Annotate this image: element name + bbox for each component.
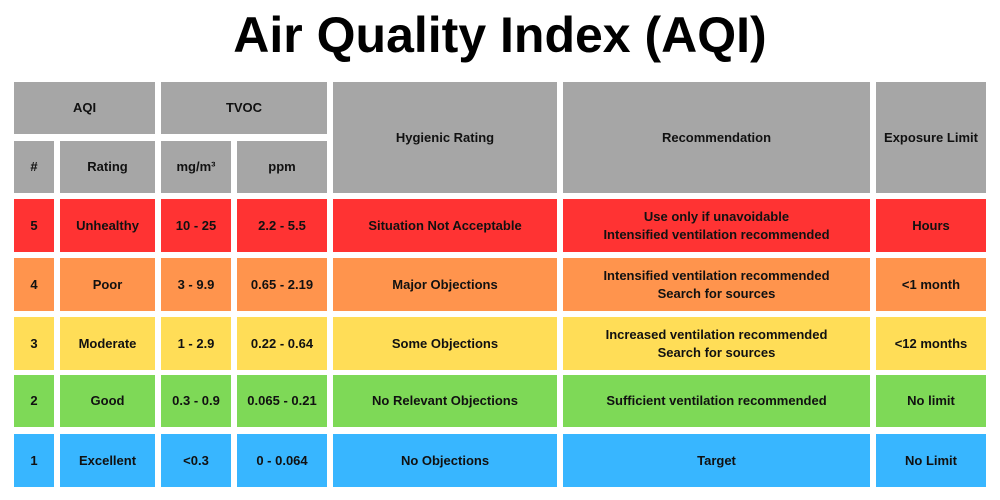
header-hygienic-rating: Hygienic Rating [333, 82, 557, 193]
header-aqi: AQI [14, 82, 155, 134]
tvoc-mg-cell: 10 - 25 [161, 199, 231, 252]
hygienic-rating-cell: No Relevant Objections [333, 375, 557, 427]
aqi-number-cell: 3 [14, 317, 54, 370]
aqi-rating-cell: Good [60, 375, 155, 427]
exposure-limit-cell: No limit [876, 375, 986, 427]
header-rating: Rating [60, 141, 155, 193]
exposure-limit-cell: <12 months [876, 317, 986, 370]
tvoc-ppm-cell: 2.2 - 5.5 [237, 199, 327, 252]
hygienic-rating-cell: No Objections [333, 434, 557, 487]
aqi-number-cell: 1 [14, 434, 54, 487]
aqi-rating-cell: Moderate [60, 317, 155, 370]
recommendation-line: Intensified ventilation recommended [603, 267, 830, 283]
recommendation-cell: Use only if unavoidable Intensified venti… [563, 199, 870, 252]
aqi-number-cell: 5 [14, 199, 54, 252]
recommendation-line: Intensified ventilation recommended [603, 226, 830, 242]
tvoc-mg-cell: <0.3 [161, 434, 231, 487]
aqi-rating-cell: Poor [60, 258, 155, 311]
header-number: # [14, 141, 54, 193]
tvoc-mg-cell: 1 - 2.9 [161, 317, 231, 370]
recommendation-cell: Intensified ventilation recommended Searc… [563, 258, 870, 311]
recommendation-cell: Increased ventilation recommended Search … [563, 317, 870, 370]
hygienic-rating-cell: Major Objections [333, 258, 557, 311]
recommendation-line: Sufficient ventilation recommended [606, 393, 827, 408]
hygienic-rating-cell: Some Objections [333, 317, 557, 370]
header-ppm: ppm [237, 141, 327, 193]
recommendation-cell: Target [563, 434, 870, 487]
recommendation-cell: Sufficient ventilation recommended [563, 375, 870, 427]
aqi-number-cell: 2 [14, 375, 54, 427]
recommendation-line: Search for sources [657, 285, 776, 301]
aqi-rating-cell: Excellent [60, 434, 155, 487]
exposure-limit-cell: No Limit [876, 434, 986, 487]
tvoc-ppm-cell: 0.65 - 2.19 [237, 258, 327, 311]
recommendation-line: Use only if unavoidable [643, 208, 790, 224]
tvoc-mg-cell: 3 - 9.9 [161, 258, 231, 311]
tvoc-ppm-cell: 0.22 - 0.64 [237, 317, 327, 370]
tvoc-ppm-cell: 0 - 0.064 [237, 434, 327, 487]
hygienic-rating-cell: Situation Not Acceptable [333, 199, 557, 252]
recommendation-line: Increased ventilation recommended [605, 326, 828, 342]
aqi-rating-cell: Unhealthy [60, 199, 155, 252]
exposure-limit-cell: <1 month [876, 258, 986, 311]
tvoc-mg-cell: 0.3 - 0.9 [161, 375, 231, 427]
header-tvoc: TVOC [161, 82, 327, 134]
aqi-number-cell: 4 [14, 258, 54, 311]
tvoc-ppm-cell: 0.065 - 0.21 [237, 375, 327, 427]
header-exposure-limit: Exposure Limit [876, 82, 986, 193]
header-recommendation: Recommendation [563, 82, 870, 193]
recommendation-line: Search for sources [657, 344, 776, 360]
exposure-limit-cell: Hours [876, 199, 986, 252]
page-title: Air Quality Index (AQI) [233, 7, 767, 63]
recommendation-line: Target [697, 452, 736, 468]
header-mg-per-m3: mg/m³ [161, 141, 231, 193]
